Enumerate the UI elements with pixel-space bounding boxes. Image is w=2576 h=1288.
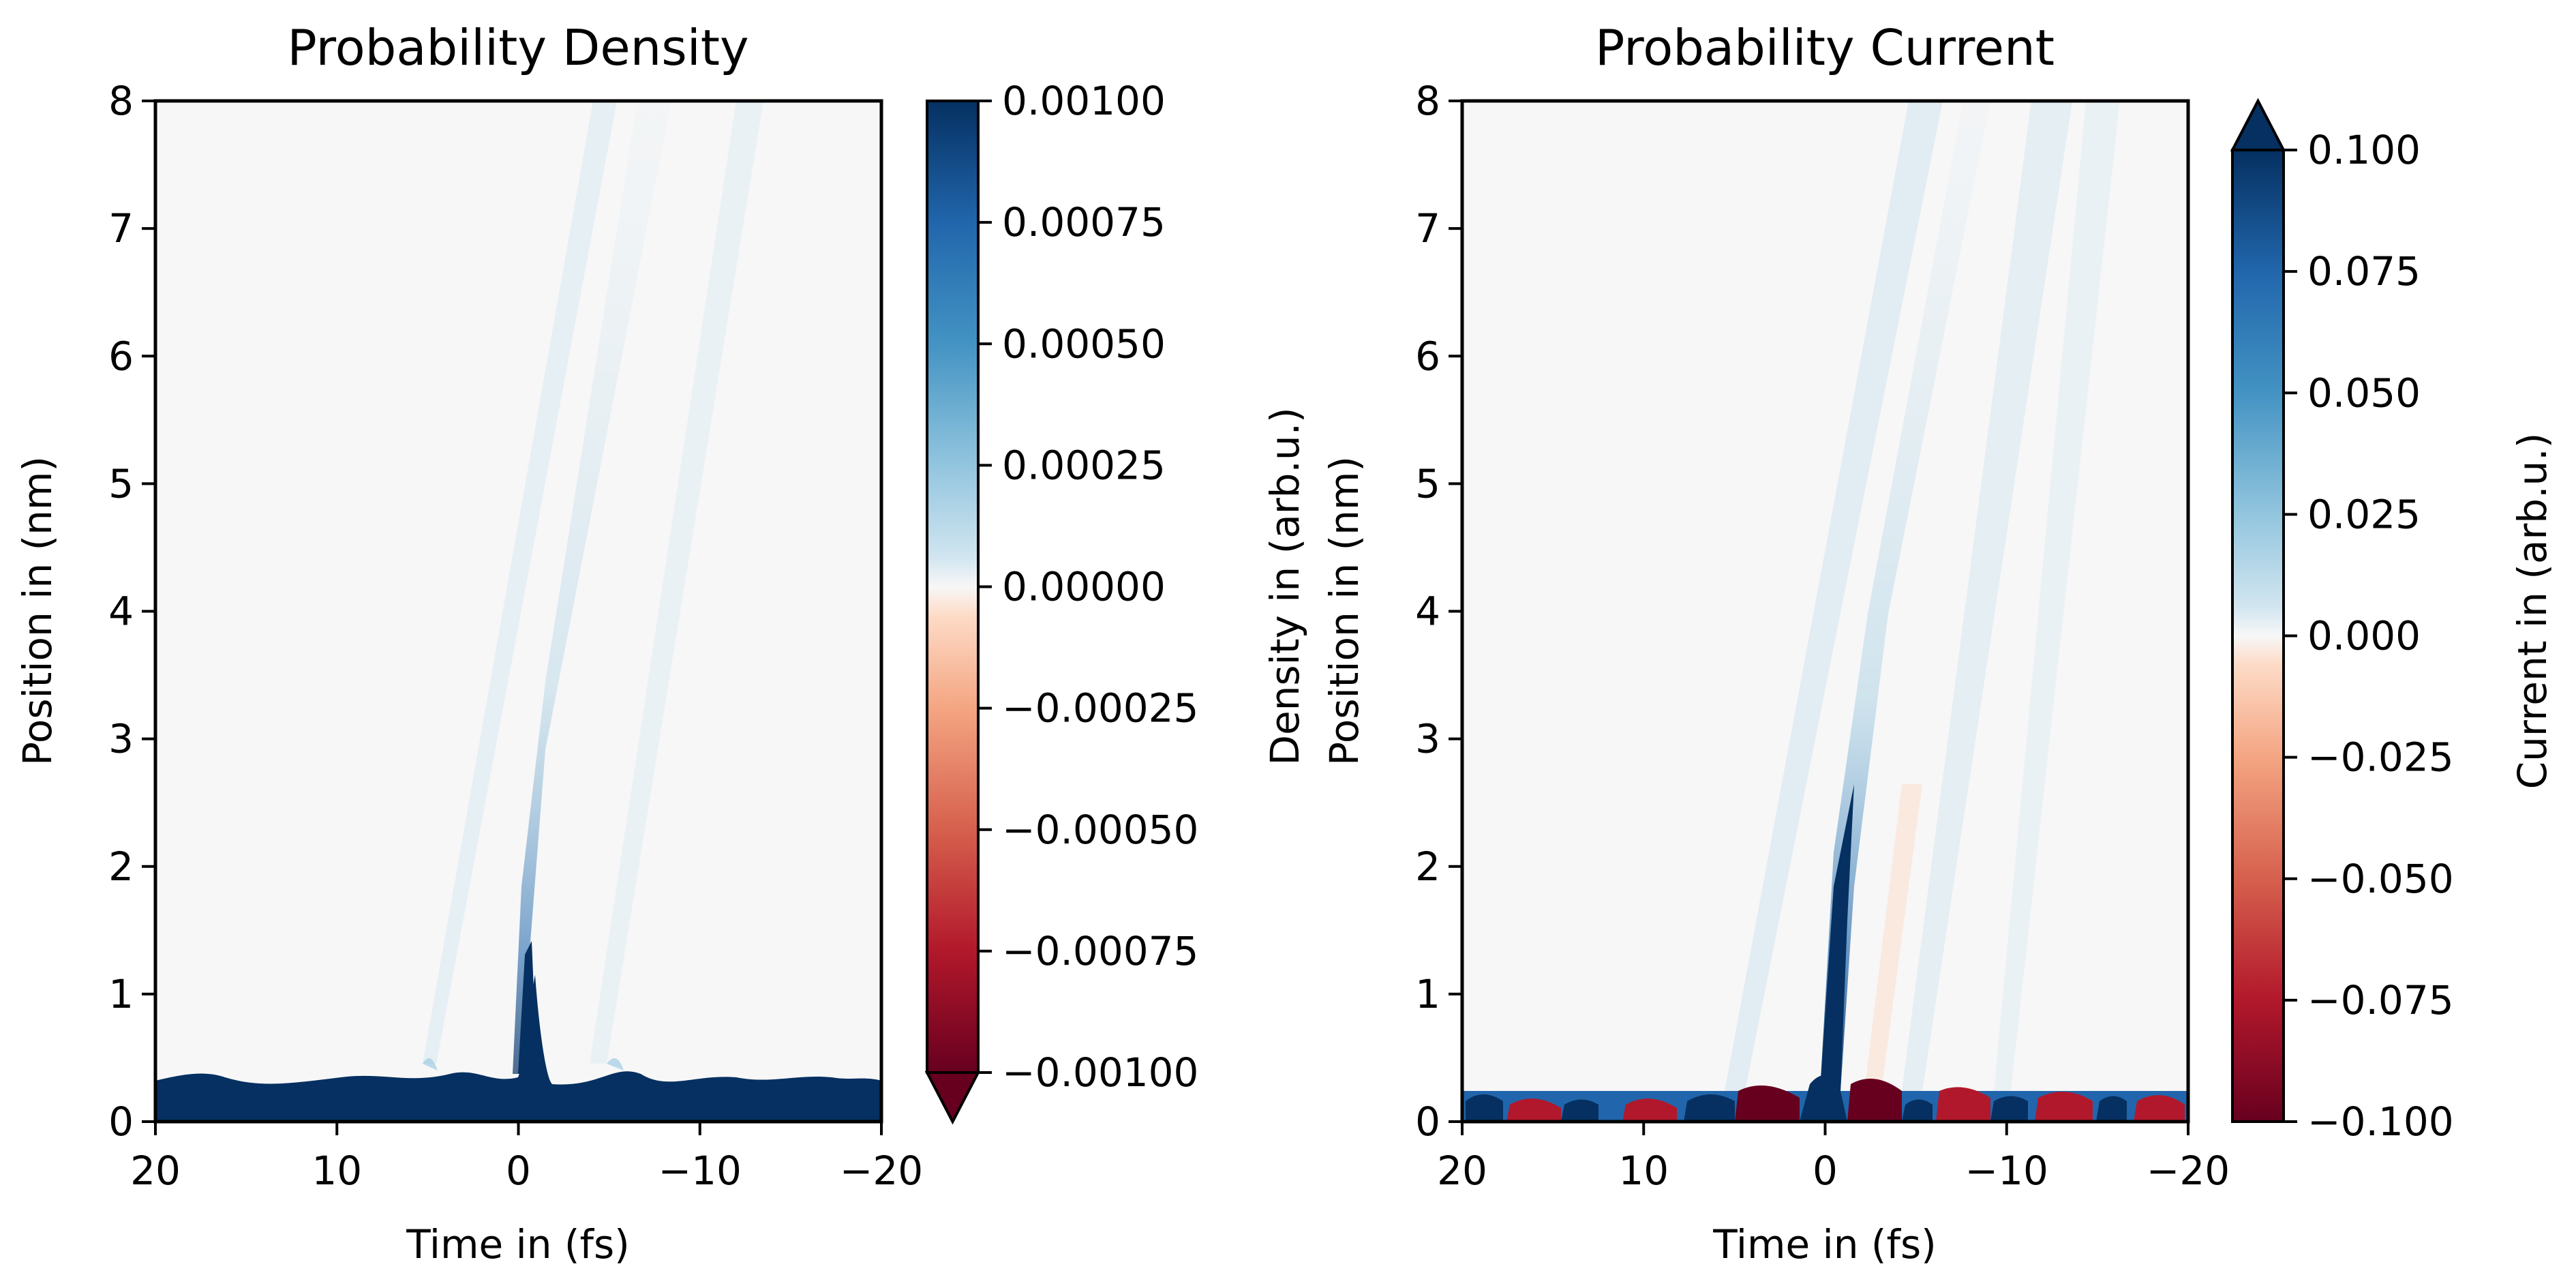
density-echo-left bbox=[423, 1058, 438, 1070]
colorbar-tick-label: −0.00100 bbox=[1002, 1049, 1198, 1096]
x-tick-label: 0 bbox=[1813, 1148, 1838, 1194]
current-heatmap bbox=[1462, 101, 2188, 1122]
density-bottom-band bbox=[155, 975, 881, 1122]
colorbar-tick-label: 0.00025 bbox=[1002, 442, 1166, 488]
current-panel: Probability Current bbox=[1321, 19, 2556, 1268]
current-colorbar-gradient bbox=[2232, 150, 2284, 1122]
y-tick-label: 1 bbox=[1415, 971, 1440, 1017]
y-tick-label: 1 bbox=[108, 971, 134, 1017]
density-ylabel: Position in (nm) bbox=[14, 456, 61, 766]
density-colorbar: 0.00100 0.00075 0.00050 0.00025 0.00000 −0.00… bbox=[924, 78, 1308, 1125]
colorbar-tick-label: 0.050 bbox=[2307, 370, 2421, 416]
y-tick-label: 8 bbox=[108, 78, 134, 124]
density-title: Probability Density bbox=[287, 19, 748, 76]
colorbar-tick-label: −0.00075 bbox=[1002, 928, 1198, 974]
colorbar-tick-label: 0.000 bbox=[2307, 613, 2421, 659]
current-x-ticks: 20 10 0 −10 −20 bbox=[1437, 1122, 2230, 1194]
current-bottom-bands bbox=[1462, 1075, 2188, 1122]
x-tick-label: 0 bbox=[506, 1148, 531, 1194]
density-colorbar-gradient bbox=[927, 101, 978, 1073]
current-xlabel: Time in (fs) bbox=[1712, 1221, 1937, 1268]
y-tick-label: 0 bbox=[108, 1098, 134, 1145]
x-tick-label: 10 bbox=[312, 1148, 362, 1194]
y-tick-label: 6 bbox=[1415, 333, 1440, 379]
density-xlabel: Time in (fs) bbox=[406, 1221, 630, 1268]
density-echo-right bbox=[607, 1058, 624, 1070]
y-tick-label: 8 bbox=[1415, 78, 1440, 124]
current-streak-3 bbox=[1994, 101, 2120, 1091]
y-tick-label: 2 bbox=[1415, 843, 1440, 890]
colorbar-tick-label: −0.025 bbox=[2307, 734, 2454, 781]
y-tick-label: 6 bbox=[108, 333, 134, 379]
current-ylabel: Position in (nm) bbox=[1321, 456, 1367, 766]
y-tick-label: 5 bbox=[108, 460, 134, 507]
colorbar-tick-label: 0.100 bbox=[2307, 127, 2421, 173]
current-y-ticks: 0 1 2 3 4 5 6 7 8 bbox=[1415, 78, 1462, 1145]
density-colorbar-ticks: 0.00100 0.00075 0.00050 0.00025 0.00000 −0.00… bbox=[978, 78, 1198, 1096]
current-plume-core bbox=[1820, 784, 1854, 1091]
colorbar-tick-label: −0.00050 bbox=[1002, 807, 1198, 853]
density-y-ticks: 0 1 2 3 4 5 6 7 8 bbox=[108, 78, 155, 1145]
y-tick-label: 0 bbox=[1415, 1098, 1440, 1145]
colorbar-tick-label: 0.00075 bbox=[1002, 199, 1166, 245]
colorbar-tick-label: 0.025 bbox=[2307, 491, 2421, 537]
x-tick-label: −20 bbox=[2147, 1148, 2230, 1194]
density-plume-faint-left bbox=[423, 101, 617, 1064]
x-tick-label: −10 bbox=[658, 1148, 742, 1194]
colorbar-tick-label: −0.00025 bbox=[1002, 685, 1198, 732]
colorbar-tick-label: 0.075 bbox=[2307, 248, 2421, 295]
y-tick-label: 5 bbox=[1415, 460, 1440, 507]
y-tick-label: 2 bbox=[108, 843, 134, 890]
x-tick-label: −10 bbox=[1965, 1148, 2048, 1194]
current-streak-1 bbox=[1725, 101, 1943, 1091]
current-colorbar-label: Current in (arb.u.) bbox=[2509, 433, 2556, 790]
current-streak-red bbox=[1864, 784, 1922, 1091]
current-streak-2 bbox=[1902, 101, 2072, 1091]
density-colorbar-label: Density in (arb.u.) bbox=[1262, 407, 1308, 765]
current-colorbar-extend-max bbox=[2230, 98, 2286, 151]
x-tick-label: 10 bbox=[1618, 1148, 1669, 1194]
density-plume-faint-right bbox=[590, 101, 763, 1064]
y-tick-label: 4 bbox=[108, 588, 134, 635]
x-tick-label: 20 bbox=[130, 1148, 181, 1194]
colorbar-tick-label: 0.00000 bbox=[1002, 564, 1166, 610]
current-colorbar: 0.100 0.075 0.050 0.025 0.000 −0.025 −0.050 −0.… bbox=[2230, 98, 2556, 1145]
density-colorbar-extend-min bbox=[924, 1071, 981, 1125]
colorbar-tick-label: −0.050 bbox=[2307, 856, 2454, 902]
colorbar-tick-label: −0.075 bbox=[2307, 977, 2454, 1023]
colorbar-tick-label: −0.100 bbox=[2307, 1098, 2454, 1145]
colorbar-tick-label: 0.00050 bbox=[1002, 320, 1166, 367]
colorbar-tick-label: 0.00100 bbox=[1002, 78, 1166, 124]
x-tick-label: −20 bbox=[840, 1148, 923, 1194]
density-heatmap bbox=[155, 101, 881, 1122]
y-tick-label: 3 bbox=[108, 716, 134, 762]
y-tick-label: 4 bbox=[1415, 588, 1440, 635]
y-tick-label: 3 bbox=[1415, 716, 1440, 762]
x-tick-label: 20 bbox=[1437, 1148, 1487, 1194]
y-tick-label: 7 bbox=[108, 205, 134, 252]
current-title: Probability Current bbox=[1595, 19, 2055, 76]
density-panel: Probability Density 0 1 2 3 4 5 6 7 8 20 10 0 −10 −2… bbox=[14, 19, 1308, 1268]
density-x-ticks: 20 10 0 −10 −20 bbox=[130, 1122, 923, 1194]
y-tick-label: 7 bbox=[1415, 205, 1440, 252]
current-colorbar-ticks: 0.100 0.075 0.050 0.025 0.000 −0.025 −0.050 −0.… bbox=[2284, 127, 2454, 1145]
